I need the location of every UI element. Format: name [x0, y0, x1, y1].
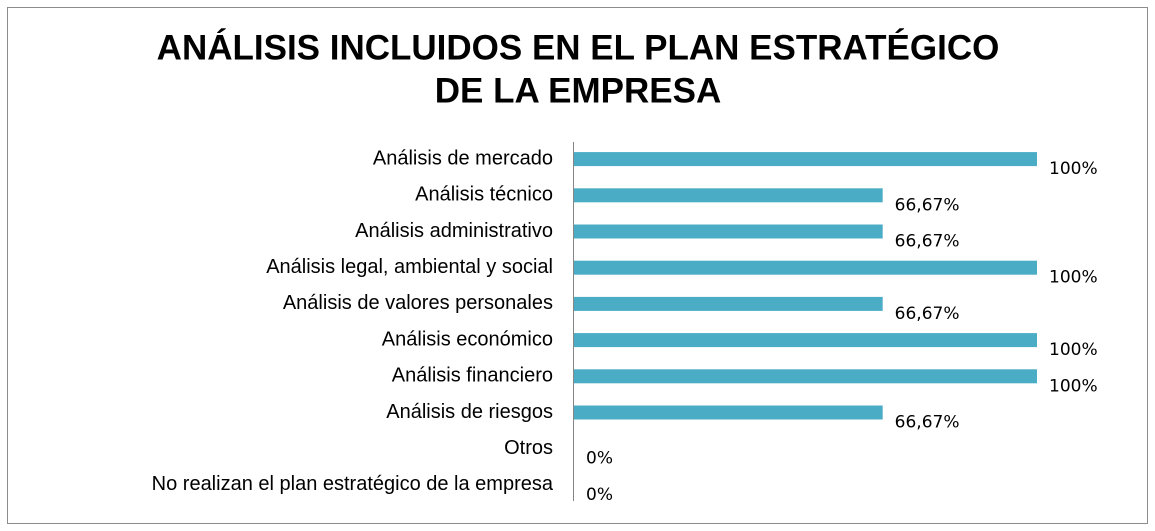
y-tick-label: Análisis administrativo: [355, 220, 553, 242]
data-label: 66,67%: [895, 232, 960, 252]
chart-title: ANÁLISIS INCLUIDOS EN EL PLAN ESTRATÉGIC…: [157, 27, 1000, 67]
y-tick-label: Otros: [504, 437, 553, 459]
y-tick-label: Análisis económico: [382, 328, 553, 350]
data-label: 100%: [1049, 340, 1098, 360]
y-tick-label: Análisis de valores personales: [283, 292, 553, 314]
y-tick-label: No realizan el plan estratégico de la em…: [152, 473, 554, 495]
data-label: 100%: [1049, 376, 1098, 396]
y-tick-label: Análisis financiero: [392, 365, 553, 387]
bar: [574, 405, 883, 420]
y-tick-label: Análisis legal, ambiental y social: [266, 256, 553, 278]
bar: [574, 369, 1037, 384]
bar: [574, 152, 1037, 167]
bar: [574, 260, 1037, 275]
data-label: 0%: [586, 449, 613, 469]
chart-title: DE LA EMPRESA: [435, 71, 722, 110]
bar: [574, 188, 883, 203]
data-label: 66,67%: [895, 304, 960, 324]
y-tick-label: Análisis de riesgos: [386, 401, 553, 423]
bar: [574, 224, 883, 239]
y-tick-label: Análisis de mercado: [373, 147, 553, 169]
data-label: 100%: [1049, 268, 1098, 288]
bar: [574, 333, 1037, 348]
data-label: 66,67%: [895, 413, 960, 433]
bar: [574, 296, 883, 311]
y-tick-label: Análisis técnico: [415, 184, 553, 206]
data-label: 66,67%: [895, 195, 960, 215]
data-label: 100%: [1049, 159, 1098, 179]
data-label: 0%: [586, 485, 613, 505]
